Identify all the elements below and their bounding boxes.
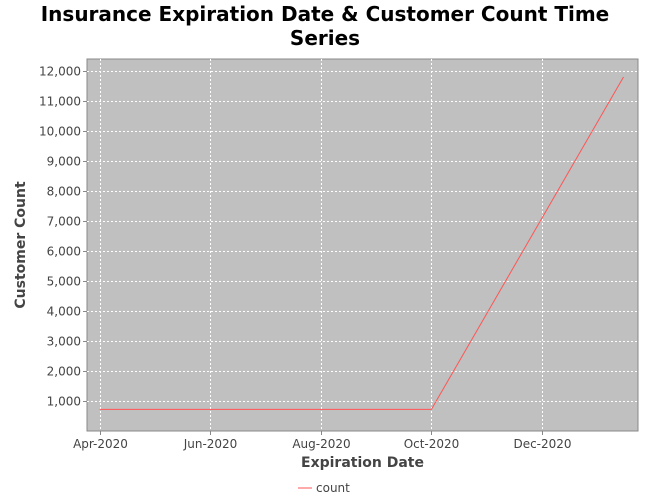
chart-title: Insurance Expiration Date & Customer Cou… bbox=[0, 2, 650, 50]
x-tick-label: Aug-2020 bbox=[292, 437, 350, 451]
x-tick-label: Oct-2020 bbox=[404, 437, 460, 451]
y-tick-label: 4,000 bbox=[47, 305, 81, 319]
y-tick-label: 7,000 bbox=[47, 215, 81, 229]
x-axis-title: Expiration Date bbox=[301, 455, 424, 471]
y-tick-label: 8,000 bbox=[47, 185, 81, 199]
grid-lines bbox=[87, 59, 638, 431]
y-tick-label: 12,000 bbox=[39, 65, 81, 79]
x-tick-label: Apr-2020 bbox=[73, 437, 128, 451]
series-line-count bbox=[99, 76, 624, 410]
y-tick-label: 10,000 bbox=[39, 125, 81, 139]
y-axis-title: Customer Count bbox=[13, 181, 29, 309]
plot-area bbox=[86, 58, 639, 432]
legend: count bbox=[298, 481, 350, 495]
y-tick-label: 2,000 bbox=[47, 365, 81, 379]
x-tick-label: Jun-2020 bbox=[183, 437, 238, 451]
y-tick-label: 11,000 bbox=[39, 95, 81, 109]
legend-label-count: count bbox=[316, 481, 350, 495]
chart-title-line-2: Series bbox=[289, 26, 361, 50]
axes: 1,000 2,000 3,000 4,000 5,000 6,000 7,000 8,000… bbox=[39, 65, 572, 452]
y-tick-label: 1,000 bbox=[47, 395, 81, 409]
x-tick-label: Dec-2020 bbox=[513, 437, 571, 451]
chart-title-line-1: Insurance Expiration Date & Customer Cou… bbox=[40, 2, 610, 26]
y-tick-label: 5,000 bbox=[47, 275, 81, 289]
y-tick-label: 6,000 bbox=[47, 245, 81, 259]
y-tick-label: 3,000 bbox=[47, 335, 81, 349]
series-layer bbox=[99, 76, 624, 410]
y-tick-label: 9,000 bbox=[47, 155, 81, 169]
